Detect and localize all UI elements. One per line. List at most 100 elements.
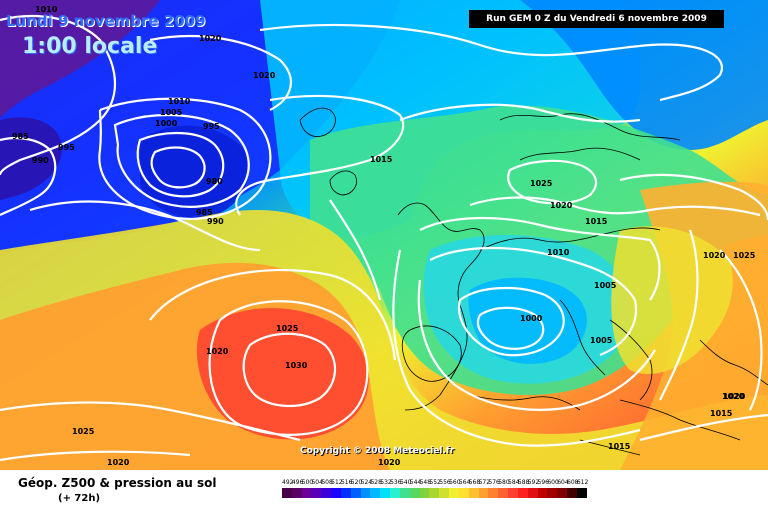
legend-swatch — [439, 488, 450, 498]
legend-value: 556 — [439, 479, 451, 486]
legend-swatch — [291, 488, 302, 498]
legend-swatch — [331, 488, 341, 498]
legend-colorbar: 492 496 500 504 508 512 516 520 524 528 532 536 540 5… — [282, 478, 754, 508]
isobar-label: 1015 — [370, 155, 393, 164]
coastlines — [299, 107, 768, 456]
isobar-label: 985 — [12, 132, 29, 141]
isobar-label: 1025 — [530, 179, 553, 188]
weather-map: 1010 1020 1020 1010 1005 1000 995 985 99… — [0, 0, 768, 470]
legend-value: 520 — [350, 479, 363, 486]
run-info: Run GEM 0 Z du Vendredi 6 novembre 2009 — [469, 10, 724, 28]
legend-swatch — [301, 488, 312, 498]
legend-swatch — [468, 488, 479, 498]
legend-value: 536 — [390, 479, 402, 486]
legend-swatch — [370, 488, 381, 498]
legend-value: 596 — [537, 479, 549, 486]
isobar-label: 1025 — [733, 251, 756, 260]
legend-value: 588 — [517, 479, 530, 486]
legend-value: 508 — [321, 479, 333, 486]
isobar-label: 1020 — [723, 392, 746, 401]
trough-core — [468, 277, 587, 364]
isobar-label: 1005 — [590, 336, 613, 345]
legend-value: 608 — [567, 479, 579, 486]
legend-swatch — [390, 488, 400, 498]
valid-date: Lundi 9 novembre 2009 — [6, 12, 206, 30]
legend-value: 592 — [527, 479, 540, 486]
isobar-label: 1000 — [155, 119, 178, 128]
legend-value: 512 — [331, 479, 343, 486]
legend-value: 576 — [488, 479, 500, 486]
legend-value: 600 — [547, 479, 559, 486]
legend-swatch — [409, 488, 420, 498]
isobar-label: 1020 — [206, 347, 229, 356]
legend-swatch — [508, 488, 518, 498]
isobar-label: 1015 — [710, 409, 733, 418]
legend-swatch — [458, 488, 469, 498]
isobar-label: 1025 — [72, 427, 95, 436]
legend-value: 568 — [468, 479, 481, 486]
isobar-label: 1005 — [594, 281, 617, 290]
legend-value: 564 — [458, 479, 471, 486]
legend-value: 572 — [478, 479, 491, 486]
legend-value: 544 — [409, 479, 422, 486]
legend-swatch — [547, 488, 558, 498]
legend-value: 532 — [380, 479, 392, 486]
legend-labels: 492 496 500 504 508 512 516 520 524 528 532 536 540 5… — [282, 478, 754, 488]
legend-swatch — [282, 488, 292, 498]
isobar-label: 1020 — [722, 392, 745, 401]
legend-swatch — [350, 488, 361, 498]
warm-ridge-core — [196, 308, 369, 440]
legend-swatch — [537, 488, 548, 498]
legend-swatch — [399, 488, 410, 498]
southeast-yellow — [611, 226, 733, 374]
isobar-label: 1030 — [285, 361, 308, 370]
legend-swatch — [429, 488, 440, 498]
isobar-label: 1010 — [547, 248, 570, 257]
isobar-label: 1010 — [168, 97, 191, 106]
isobar-label: 1015 — [608, 442, 631, 451]
legend-title: Géop. Z500 & pression au sol — [18, 476, 217, 490]
legend-value: 524 — [360, 479, 373, 486]
copyright-text: Copyright © 2008 Meteociel.fr — [300, 446, 455, 456]
legend-value: 516 — [340, 479, 353, 486]
legend-value: 540 — [399, 479, 412, 486]
legend-value: 580 — [498, 479, 510, 486]
legend-swatch — [567, 488, 577, 498]
legend-swatch — [419, 488, 430, 498]
legend-value: 584 — [508, 479, 520, 486]
legend-swatch — [576, 488, 587, 498]
legend-swatch — [360, 488, 371, 498]
isobar-label: 1005 — [160, 108, 183, 117]
legend-subtitle: (+ 72h) — [58, 493, 101, 504]
legend-value: 560 — [449, 479, 461, 486]
isobar-label: 1000 — [520, 314, 543, 323]
isobars — [0, 14, 768, 462]
isobar-labels: 1010 1020 1020 1010 1005 1000 995 985 99… — [12, 5, 756, 467]
isobar-label: 995 — [58, 143, 75, 152]
north-europe-blue — [520, 0, 768, 150]
legend-value: 500 — [301, 479, 314, 486]
legend-value: 496 — [291, 479, 304, 486]
legend-value: 604 — [557, 479, 569, 486]
legend-swatch — [488, 488, 499, 498]
isobar-label: 1020 — [199, 34, 222, 43]
isobar-label: 1020 — [253, 71, 276, 80]
isobar-label: 1010 — [35, 5, 58, 14]
legend-swatch — [557, 488, 568, 498]
legend-swatch — [449, 488, 459, 498]
isobar-label: 1020 — [107, 458, 130, 467]
legend-value: 548 — [419, 479, 432, 486]
isobar-label: 1020 — [703, 251, 726, 260]
legend-swatch — [478, 488, 489, 498]
legend-swatch — [380, 488, 391, 498]
isobar-label: 1015 — [585, 217, 608, 226]
legend-swatch — [340, 488, 351, 498]
legend-swatch — [321, 488, 332, 498]
deep-cold-core — [0, 0, 160, 118]
legend-value: 504 — [311, 479, 323, 486]
legend-value: 612 — [576, 479, 589, 486]
isobar-label: 990 — [207, 217, 224, 226]
legend-swatch — [498, 488, 509, 498]
legend-swatches — [282, 488, 754, 498]
